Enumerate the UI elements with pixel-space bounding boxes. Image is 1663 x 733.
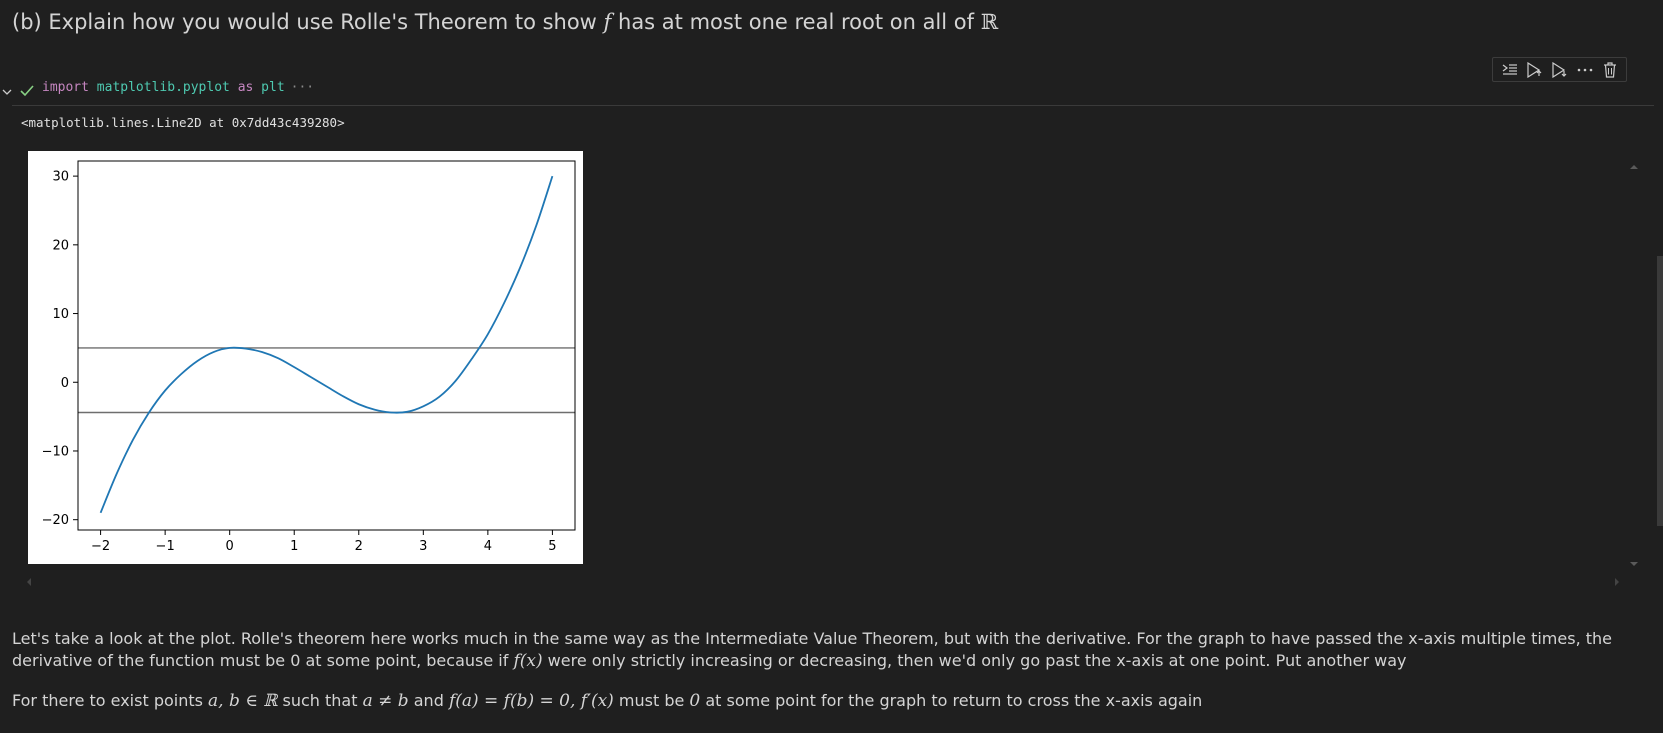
more-actions-button[interactable] [1575, 60, 1595, 80]
paragraph-2-text-b: such that [277, 691, 363, 710]
math-f-of-x: f(x) [513, 651, 543, 671]
y-tick-label: 30 [52, 170, 69, 185]
vertical-scrollbar-thumb[interactable] [1657, 256, 1663, 526]
paragraph-2-text-d: must be [613, 691, 690, 710]
cell-output-text: <matplotlib.lines.Line2D at 0x7dd43c4392… [21, 115, 345, 130]
trash-icon [1603, 61, 1616, 78]
scroll-left-arrow-icon[interactable] [26, 571, 32, 590]
markdown-heading: (b) Explain how you would use Rolle's Th… [12, 10, 998, 34]
math-zero: 0 [689, 691, 701, 711]
plot-output-image: −2 −1 0 1 2 3 4 5 −20 −10 0 10 20 30 [28, 151, 583, 564]
heading-set-reals: ℝ [980, 10, 999, 34]
x-tick-label: 4 [484, 539, 492, 554]
keyword-as: as [237, 80, 254, 95]
x-tick-label: −1 [156, 539, 175, 554]
collapsed-code-ellipsis[interactable]: ··· [290, 80, 315, 95]
x-tick-label: 5 [548, 539, 556, 554]
math-a-neq-b: a ≠ b [362, 691, 409, 711]
execute-below-icon [1551, 61, 1566, 78]
x-tick-label: 3 [419, 539, 427, 554]
markdown-paragraph-1: Let's take a look at the plot. Rolle's t… [12, 628, 1660, 672]
paragraph-1-text-b: were only strictly increasing or decreas… [542, 651, 1407, 670]
y-tick-label: 0 [61, 376, 69, 391]
execute-above-icon [1526, 61, 1541, 78]
delete-cell-button[interactable] [1600, 60, 1620, 80]
split-cell-icon [1502, 63, 1517, 75]
y-tick-label: 20 [52, 238, 69, 253]
heading-var-f: f [603, 10, 612, 34]
heading-text-prefix: (b) Explain how you would use Rolle's Th… [12, 10, 604, 34]
paragraph-2-text-e: at some point for the graph to return to… [700, 691, 1203, 710]
x-tick-label: −2 [91, 539, 110, 554]
y-tick-label: −10 [42, 444, 69, 459]
x-tick-label: 0 [226, 539, 234, 554]
y-tick-label: −20 [42, 513, 69, 528]
heading-text-middle: has at most one real root on all of [611, 10, 981, 34]
code-cell-collapsed-line[interactable]: import matplotlib.pyplot as plt ··· [42, 80, 314, 95]
module-alias: plt [261, 80, 285, 95]
x-tick-label: 2 [355, 539, 363, 554]
execute-above-button[interactable] [1525, 60, 1545, 80]
execution-success-check-icon [20, 82, 34, 101]
scroll-down-arrow-icon[interactable] [1630, 552, 1638, 571]
math-fa-eq-fb-eq-zero: f(a) = f(b) = 0, f′(x) [448, 691, 614, 711]
collapse-chevron-icon[interactable] [2, 82, 12, 101]
split-cell-button[interactable] [1500, 60, 1520, 80]
paragraph-2-text-c: and [408, 691, 449, 710]
execute-below-button[interactable] [1550, 60, 1570, 80]
module-name: matplotlib.pyplot [96, 80, 230, 95]
paragraph-1-text-a: Let's take a look at the plot. Rolle's t… [12, 629, 1612, 670]
series-line-1 [99, 175, 554, 514]
cell-output-divider [12, 105, 1654, 106]
markdown-paragraph-2: For there to exist points a, b ∈ ℝ such … [12, 690, 1660, 712]
x-tick-label: 1 [290, 539, 298, 554]
scroll-right-arrow-icon[interactable] [1614, 571, 1620, 590]
y-tick-label: 10 [52, 307, 69, 322]
ellipsis-icon [1577, 68, 1592, 71]
axes-frame [77, 160, 576, 531]
cell-toolbar [1492, 57, 1627, 82]
paragraph-2-text-a: For there to exist points [12, 691, 209, 710]
keyword-import: import [42, 80, 89, 95]
scroll-up-arrow-icon[interactable] [1630, 155, 1638, 174]
math-a-b-in-reals: a, b ∈ ℝ [208, 691, 278, 711]
